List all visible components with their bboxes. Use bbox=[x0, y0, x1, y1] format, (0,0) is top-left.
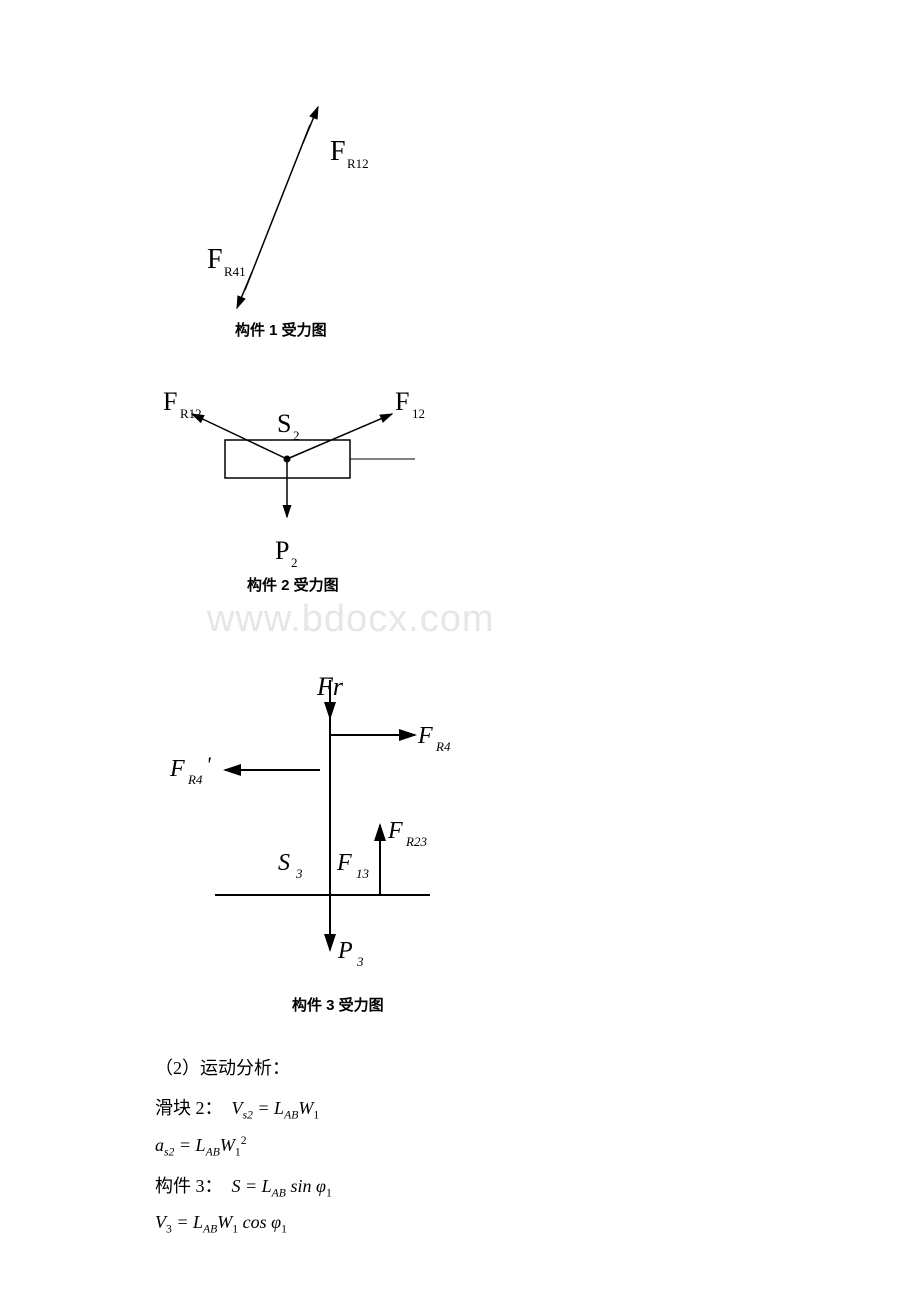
eq-s: S = LAB sin φ1 bbox=[227, 1176, 332, 1196]
svg-text:F: F bbox=[387, 818, 403, 844]
svg-text:F: F bbox=[336, 850, 352, 876]
svg-text:R23: R23 bbox=[405, 834, 427, 849]
svg-text:P: P bbox=[337, 938, 353, 964]
svg-text:F: F bbox=[169, 756, 185, 782]
slider-2-line: 滑块 2： Vs2 = LABW1 bbox=[155, 1094, 319, 1122]
svg-text:R4: R4 bbox=[435, 739, 451, 754]
svg-text:3: 3 bbox=[295, 866, 303, 881]
figure-3: Fr F R4 F R4 ' F R23 F 13 S 3 P 3 bbox=[0, 0, 520, 1005]
member-3-prefix: 构件 3： bbox=[155, 1176, 223, 1196]
svg-text:S: S bbox=[278, 850, 290, 876]
eq-v3: V3 = LABW1 cos φ1 bbox=[155, 1212, 287, 1236]
svg-text:R4: R4 bbox=[187, 772, 203, 787]
eq-vs2: Vs2 = LABW1 bbox=[227, 1098, 319, 1118]
svg-text:Fr: Fr bbox=[316, 672, 344, 701]
member-3-line: 构件 3： S = LAB sin φ1 bbox=[155, 1172, 332, 1200]
svg-text:13: 13 bbox=[356, 866, 370, 881]
slider-2-prefix: 滑块 2： bbox=[155, 1098, 223, 1118]
page: F R12 F R41 构件 1 受力图 bbox=[0, 0, 920, 1302]
svg-text:3: 3 bbox=[356, 954, 364, 969]
svg-text:F: F bbox=[417, 723, 433, 749]
section-heading: （2）运动分析： bbox=[155, 1054, 290, 1080]
figure-3-caption: 构件 3 受力图 bbox=[292, 994, 384, 1015]
svg-text:': ' bbox=[206, 752, 211, 777]
eq-as2: as2 = LABW12 bbox=[155, 1134, 247, 1159]
